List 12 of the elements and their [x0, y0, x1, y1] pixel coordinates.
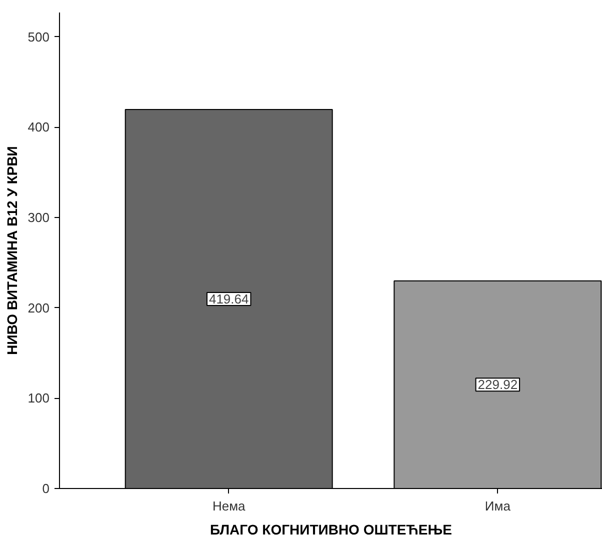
- data-label: 229.92: [478, 377, 518, 392]
- y-axis-title: НИВО ВИТАМИНА B12 У КРВИ: [4, 146, 20, 355]
- y-tick-label: 200: [28, 300, 50, 316]
- y-tick-label: 300: [28, 210, 50, 226]
- data-label: 419.64: [208, 291, 249, 306]
- y-tick-label: 400: [28, 120, 50, 135]
- y-tick-label: 100: [28, 390, 50, 406]
- y-tick-label: 0: [42, 481, 50, 496]
- y-tick-label: 500: [28, 29, 50, 44]
- x-tick-label: Нема: [212, 498, 246, 514]
- x-tick-label: Има: [484, 498, 512, 514]
- x-axis-title: БЛАГО КОГНИТИВНО ОШТЕЋЕЊЕ: [210, 522, 452, 538]
